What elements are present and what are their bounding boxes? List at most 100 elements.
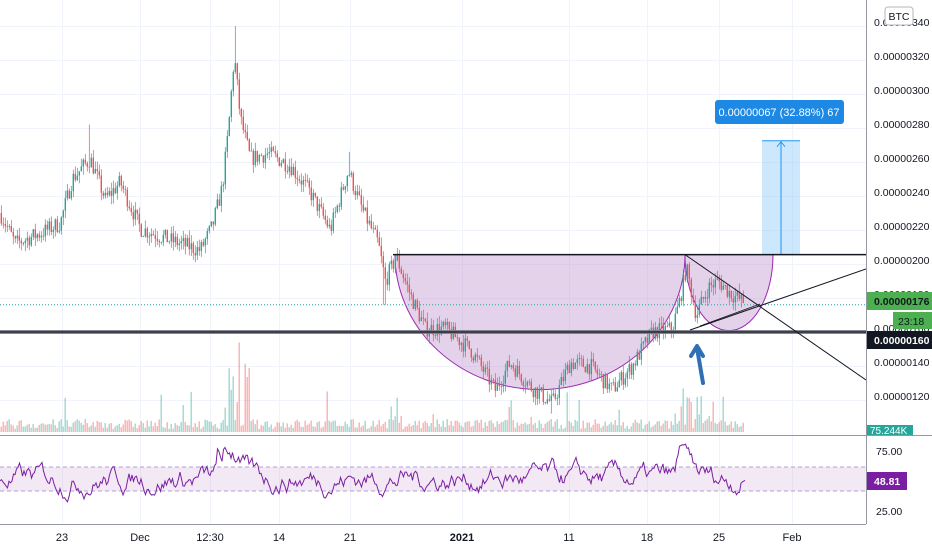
volume-bar <box>488 420 490 432</box>
candle-body <box>202 242 204 246</box>
volume-bar <box>522 423 524 432</box>
candle-body <box>312 192 314 201</box>
volume-bar <box>160 394 162 432</box>
candle-body <box>382 256 384 268</box>
candlesticks <box>0 26 744 414</box>
candle-body <box>504 370 506 384</box>
volume-bar <box>486 425 488 432</box>
volume-bar <box>558 428 560 432</box>
volume-bar <box>716 424 718 432</box>
volume-bar <box>70 426 72 432</box>
rsi-indicator <box>0 443 866 503</box>
candle-body <box>554 393 556 399</box>
volume-bar <box>300 426 302 432</box>
volume-bar <box>240 425 242 432</box>
candle-body <box>370 220 372 229</box>
candle-body <box>106 192 108 196</box>
volume-bar <box>352 419 354 432</box>
volume-bar <box>172 428 174 432</box>
volume-bar <box>272 428 274 432</box>
x-tick-label: 21 <box>344 532 356 544</box>
volume-bar <box>90 425 92 432</box>
candle-body <box>482 366 484 372</box>
candle-body <box>704 297 706 299</box>
projection-label: 0.00000067 (32.88%) 67 <box>715 100 844 124</box>
volume-bar <box>572 425 574 432</box>
volume-bar <box>436 419 438 432</box>
volume-bar <box>360 426 362 432</box>
volume-bar <box>8 419 10 432</box>
volume-bar <box>38 424 40 432</box>
volume-bar <box>26 424 28 432</box>
volume-bar <box>204 419 206 432</box>
volume-bar <box>704 420 706 432</box>
volume-bar <box>736 424 738 432</box>
volume-bar <box>482 427 484 432</box>
candle-body <box>162 234 164 243</box>
volume-bar <box>58 421 60 432</box>
candle-body <box>588 364 590 375</box>
candle-body <box>96 169 98 172</box>
candle-body <box>584 366 586 373</box>
volume-bar <box>434 427 436 432</box>
volume-bar <box>226 425 228 432</box>
candle-body <box>232 71 234 92</box>
candle-body <box>198 247 200 252</box>
candle-body <box>728 290 730 297</box>
volume-bar <box>630 426 632 432</box>
volume-bar <box>232 376 234 432</box>
y-tick-label: 0.00000300 <box>874 85 930 97</box>
volume-bar <box>552 426 554 432</box>
candle-body <box>262 155 264 163</box>
volume-bar <box>668 428 670 432</box>
countdown-value: 23:18 <box>898 316 924 328</box>
volume-bar <box>508 406 510 432</box>
volume-bar <box>504 419 506 432</box>
candle-body <box>0 213 2 224</box>
volume-bar <box>556 419 558 432</box>
candle-body <box>488 368 490 385</box>
candle-body <box>708 282 710 299</box>
candle-body <box>510 365 512 367</box>
candle-body <box>736 291 738 296</box>
up-arrow-marker <box>689 344 705 385</box>
candle-body <box>580 358 582 359</box>
candle-body <box>406 281 408 285</box>
volume-bar <box>588 422 590 432</box>
candle-body <box>718 278 720 282</box>
volume-bar <box>74 421 76 432</box>
volume-bar <box>318 421 320 432</box>
volume-bar <box>728 424 730 432</box>
volume-bar <box>652 425 654 432</box>
candle-body <box>500 386 502 387</box>
volume-bar <box>498 423 500 432</box>
volume-bar <box>452 425 454 432</box>
volume-bar <box>562 428 564 432</box>
volume-bar <box>478 422 480 432</box>
candle-body <box>444 321 446 326</box>
volume-bar <box>740 425 742 432</box>
volume-bar <box>132 426 134 432</box>
x-tick-label: 14 <box>273 532 285 544</box>
candle-body <box>388 264 390 285</box>
volume-bar <box>282 422 284 432</box>
volume-bar <box>524 422 526 432</box>
candle-body <box>562 377 564 382</box>
candle-body <box>92 157 94 174</box>
candle-body <box>122 185 124 189</box>
volume-bar <box>422 422 424 432</box>
volume-bar <box>514 427 516 432</box>
candle-body <box>184 238 186 247</box>
candle-body <box>346 175 348 187</box>
volume-bar <box>720 420 722 432</box>
volume-bar <box>640 419 642 432</box>
currency-badge[interactable]: BTC <box>884 6 914 26</box>
volume-bar <box>202 426 204 432</box>
candle-body <box>486 367 488 369</box>
candle-body <box>124 188 126 190</box>
candle-body <box>716 278 718 280</box>
volume-bar <box>50 424 52 432</box>
candle-body <box>414 300 416 310</box>
volume-bar <box>654 424 656 432</box>
